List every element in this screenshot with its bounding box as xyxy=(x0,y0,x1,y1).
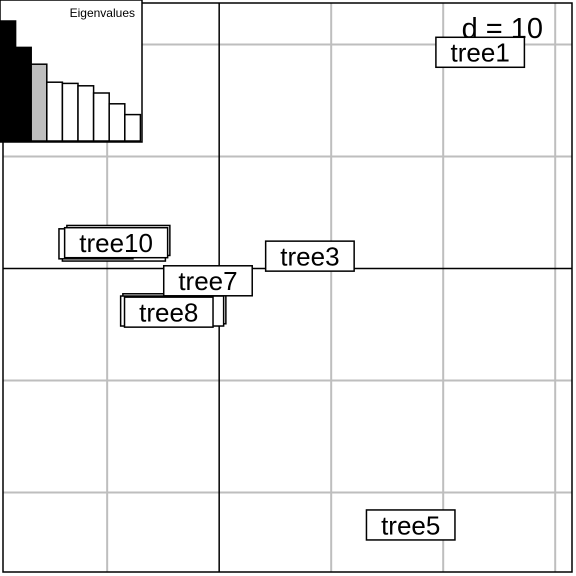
eigenvalue-bar xyxy=(108,103,126,142)
label-box xyxy=(63,226,169,259)
eigenvalue-bars xyxy=(0,20,142,142)
eigenvalue-bar xyxy=(61,82,79,142)
point-label: tree7 xyxy=(178,266,237,296)
label-box xyxy=(264,240,355,272)
label-box xyxy=(435,36,526,69)
eigenvalue-bar xyxy=(124,113,142,142)
eigenvalue-bar xyxy=(46,81,64,142)
label-box xyxy=(162,265,253,297)
point-label: tree5 xyxy=(381,510,440,540)
point-label: tree8 xyxy=(139,298,198,328)
eigenvalue-bar xyxy=(30,63,48,142)
eigenvalues-inset: Eigenvalues xyxy=(0,0,143,143)
label-box xyxy=(123,296,214,328)
label-box xyxy=(365,509,456,541)
eigenvalue-bar xyxy=(77,85,95,142)
eigenvalue-bar xyxy=(0,20,17,142)
point-labels: tree1tree3tree5tree7tree8treetree10 xyxy=(58,36,526,541)
point-label: tree3 xyxy=(280,241,339,271)
eigenvalue-bar xyxy=(92,92,110,142)
eigenvalue-bar xyxy=(14,46,32,142)
point-label: tree10 xyxy=(79,228,153,258)
inset-title: Eigenvalues xyxy=(70,6,135,20)
point-label: tree1 xyxy=(451,38,510,68)
